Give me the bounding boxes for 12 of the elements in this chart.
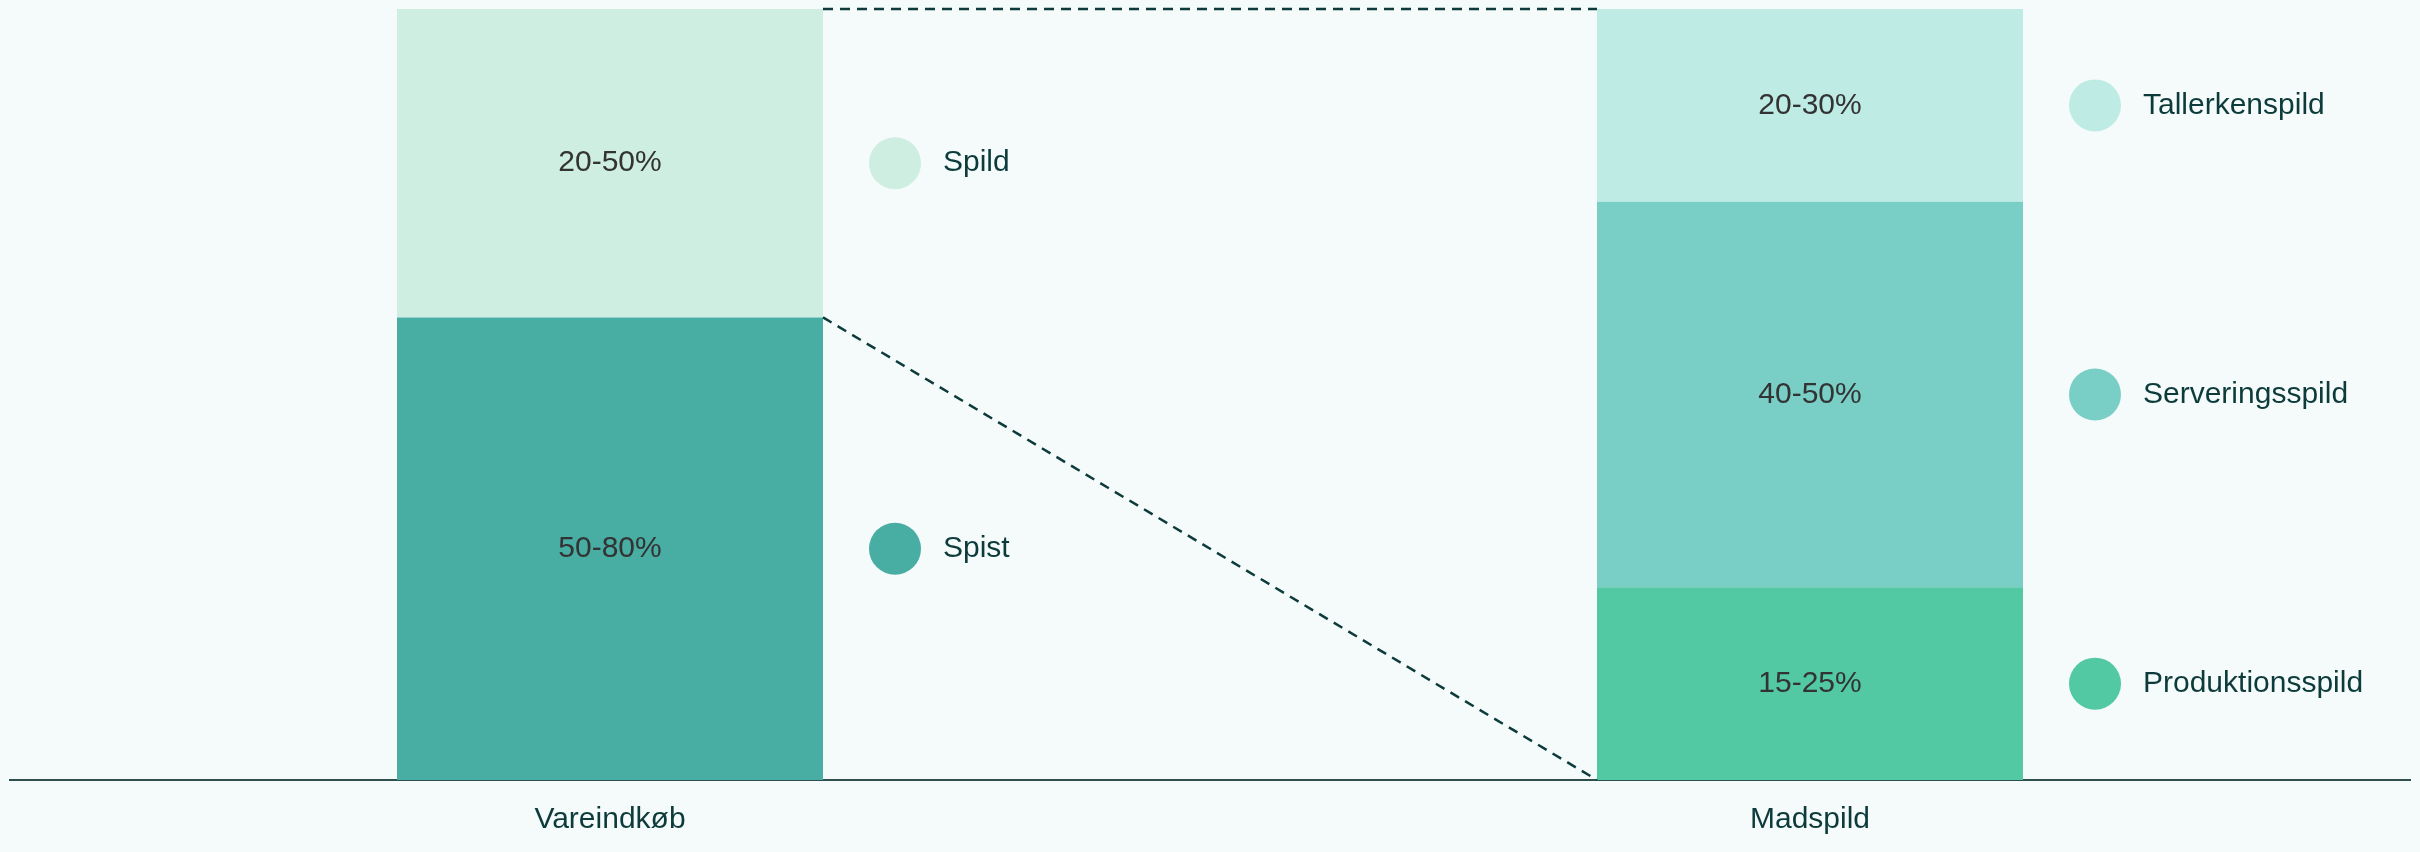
annotation: 40-50% [1758,375,1862,409]
legend-label: Serveringsspild [2143,375,2349,409]
legend-label: Spist [943,529,1011,563]
annotation: 15-25% [1758,664,1862,698]
annotation: 20-30% [1758,86,1862,120]
annotation: 20-50% [558,144,662,178]
legend-label: Tallerkenspild [2143,86,2325,120]
x-tick-label: Madspild [1749,801,1871,835]
legend-label: Produktionsspild [2143,664,2364,698]
annotation: 50-80% [558,529,662,563]
x-tick-label: Vareindkøb [534,801,686,835]
legend-label: Spild [943,144,1010,178]
